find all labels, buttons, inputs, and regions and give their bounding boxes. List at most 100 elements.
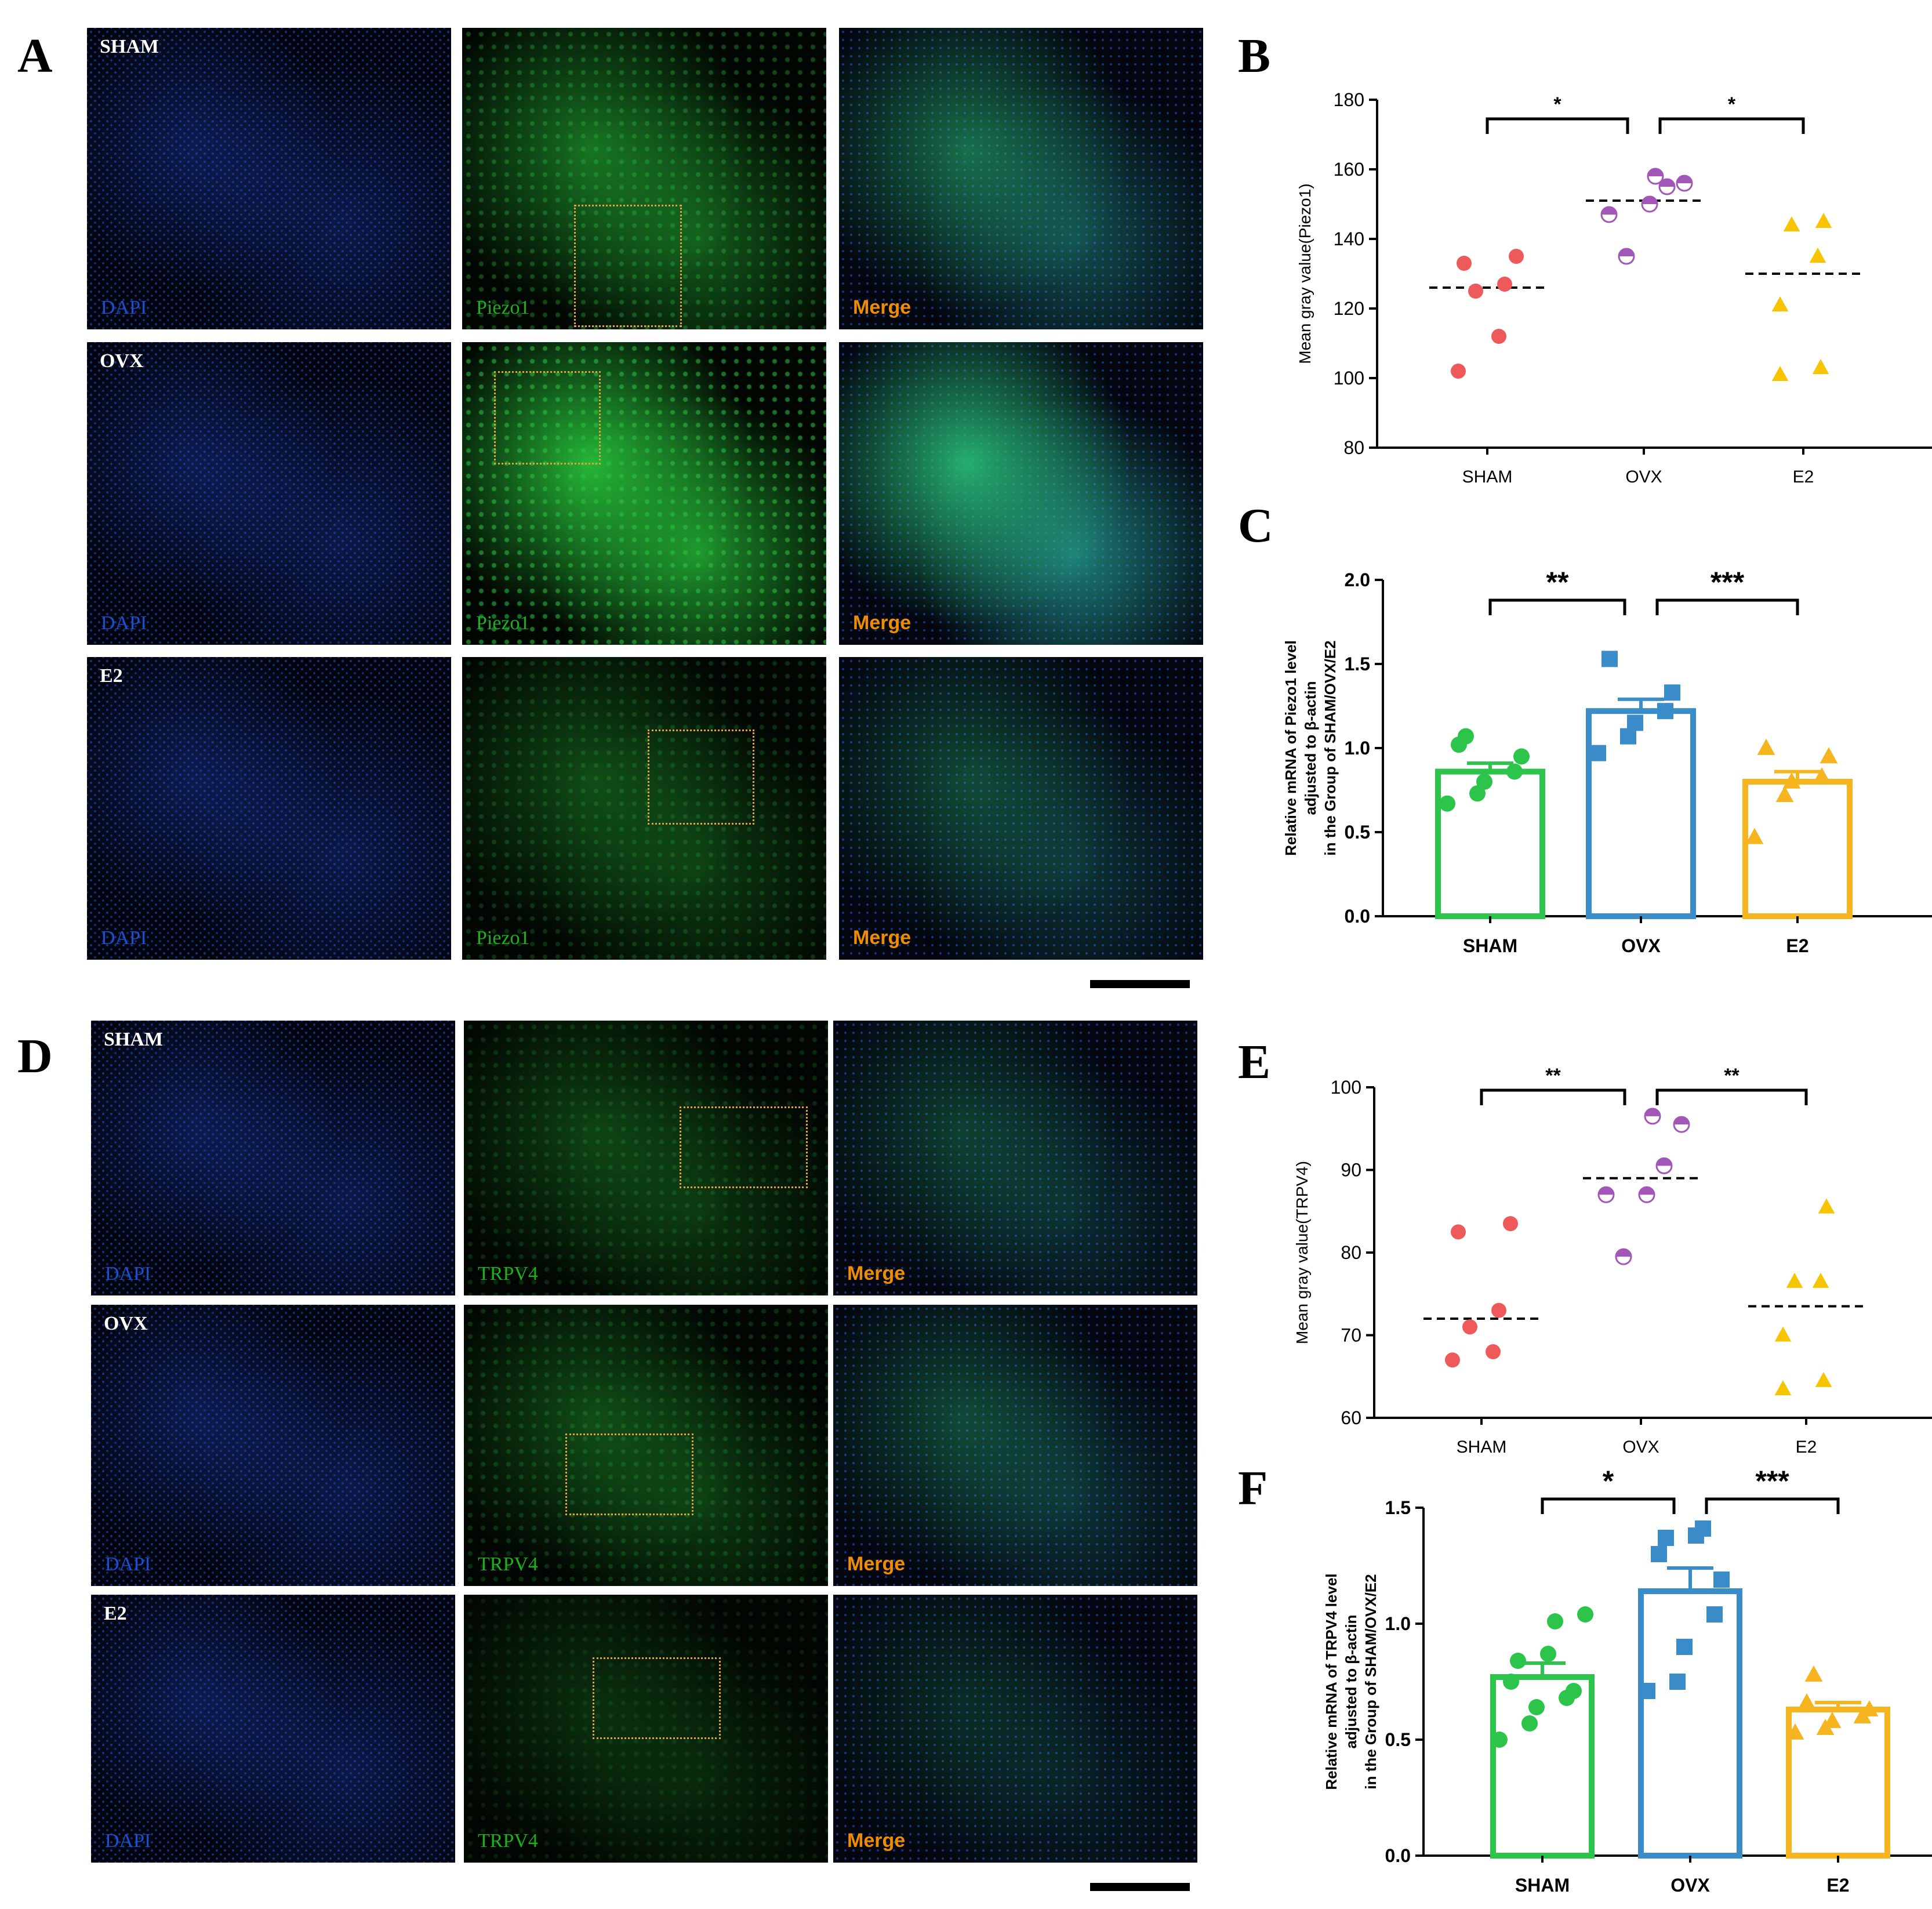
channel-label: DAPI xyxy=(105,1263,151,1284)
scale-bar-bottom xyxy=(1090,1883,1190,1891)
data-point xyxy=(1577,1606,1593,1623)
data-point xyxy=(1783,216,1800,232)
data-point xyxy=(1491,1732,1508,1748)
data-point xyxy=(1820,747,1838,764)
data-point xyxy=(1528,1699,1545,1715)
panel-label-f: F xyxy=(1238,1461,1268,1515)
data-point-fill xyxy=(1642,197,1657,204)
y-tick-label: 140 xyxy=(1334,228,1364,249)
data-point-fill xyxy=(1657,1158,1672,1166)
piezo1-sham-dapi-image: SHAM DAPI xyxy=(87,28,451,329)
data-point xyxy=(1639,1683,1655,1699)
data-point xyxy=(1713,1572,1730,1588)
significance-label: ** xyxy=(1546,566,1569,598)
data-point xyxy=(1476,774,1492,790)
significance-bracket xyxy=(1480,1088,1626,1105)
data-point xyxy=(1786,1723,1804,1740)
y-tick-label: 0.0 xyxy=(1345,906,1370,927)
y-tick-label: 0.5 xyxy=(1385,1729,1411,1750)
y-tick-label: 60 xyxy=(1341,1407,1361,1428)
data-point xyxy=(1657,703,1673,720)
significance-label: ** xyxy=(1545,1065,1561,1087)
piezo1-ovx-marker-image: Piezo1 xyxy=(462,342,826,645)
y-axis-title: Mean gray value(TRPV4) xyxy=(1293,1161,1311,1344)
panel-label-a: A xyxy=(17,29,53,83)
channel-label: DAPI xyxy=(101,612,147,634)
data-point xyxy=(1664,684,1680,701)
channel-label: TRPV4 xyxy=(478,1830,538,1852)
data-point xyxy=(1439,795,1455,812)
piezo1-e2-marker-image: Piezo1 xyxy=(462,657,826,960)
data-point xyxy=(1458,728,1474,745)
data-point xyxy=(1491,329,1506,344)
channel-label: DAPI xyxy=(105,1830,151,1852)
data-point xyxy=(1540,1646,1556,1662)
data-point xyxy=(1774,1380,1792,1396)
group-label: OVX xyxy=(104,1313,148,1334)
y-tick-label: 100 xyxy=(1334,368,1364,389)
roi-box xyxy=(574,205,682,327)
data-point xyxy=(1462,1319,1477,1335)
data-point-fill xyxy=(1645,1108,1660,1116)
data-point xyxy=(1651,1546,1667,1562)
x-tick-label: E2 xyxy=(1793,467,1814,487)
data-point xyxy=(1445,1352,1460,1368)
channel-label: TRPV4 xyxy=(478,1554,538,1575)
roi-box xyxy=(648,730,754,825)
y-axis-title-line: Relative mRNA of Piezo1 level xyxy=(1282,640,1299,856)
significance-bracket xyxy=(1488,598,1626,615)
panel-label-c: C xyxy=(1238,499,1273,553)
data-point xyxy=(1627,714,1643,731)
data-point xyxy=(1860,1700,1879,1716)
roi-box xyxy=(680,1106,808,1188)
data-point xyxy=(1451,1224,1466,1240)
channel-label: Merge xyxy=(847,1262,906,1284)
piezo1-sham-merge-image: Merge xyxy=(839,28,1203,329)
data-point-fill xyxy=(1674,1117,1689,1125)
channel-label: TRPV4 xyxy=(478,1263,538,1284)
x-tick-label: OVX xyxy=(1621,935,1661,956)
significance-bracket xyxy=(1541,1497,1676,1514)
group-label: SHAM xyxy=(104,1029,163,1050)
significance-label: * xyxy=(1603,1465,1614,1497)
y-tick-label: 70 xyxy=(1341,1325,1361,1346)
data-point-fill xyxy=(1648,169,1663,176)
significance-bracket xyxy=(1658,117,1805,134)
group-label: E2 xyxy=(104,1603,127,1624)
data-point xyxy=(1815,1371,1832,1387)
x-tick-label: OVX xyxy=(1622,1438,1659,1457)
trpv4-ovx-dapi-image: OVX DAPI xyxy=(91,1305,455,1586)
significance-bracket xyxy=(1655,598,1799,615)
data-point xyxy=(1771,366,1789,382)
piezo1-e2-merge-image: Merge xyxy=(839,657,1203,960)
x-tick-label: OVX xyxy=(1625,467,1662,487)
piezo1-sham-marker-image: Piezo1 xyxy=(462,28,826,329)
data-point xyxy=(1601,651,1618,667)
piezo1-ovx-merge-image: Merge xyxy=(839,342,1203,645)
bar xyxy=(1435,768,1545,919)
data-point xyxy=(1457,256,1472,271)
data-point-fill xyxy=(1599,1187,1614,1195)
data-point xyxy=(1503,1674,1519,1690)
data-point xyxy=(1809,248,1826,263)
data-point xyxy=(1815,213,1832,228)
bar xyxy=(1742,779,1853,919)
x-tick-label: OVX xyxy=(1670,1875,1710,1896)
significance-label: * xyxy=(1728,93,1736,115)
data-point-fill xyxy=(1619,249,1634,256)
y-tick-label: 160 xyxy=(1334,159,1364,180)
channel-label: Merge xyxy=(853,296,911,318)
bar xyxy=(1786,1707,1890,1859)
data-point-fill xyxy=(1616,1249,1631,1257)
data-point xyxy=(1521,1715,1538,1732)
group-label: E2 xyxy=(100,665,123,687)
data-point xyxy=(1503,1216,1518,1232)
x-tick-label: E2 xyxy=(1796,1438,1817,1457)
piezo1-ovx-dapi-image: OVX DAPI xyxy=(87,342,451,645)
channel-label: DAPI xyxy=(101,297,147,318)
data-point xyxy=(1757,738,1775,755)
channel-label: Merge xyxy=(853,927,911,949)
y-tick-label: 2.0 xyxy=(1345,569,1370,590)
data-point xyxy=(1658,1530,1674,1546)
significance-label: * xyxy=(1553,93,1561,115)
